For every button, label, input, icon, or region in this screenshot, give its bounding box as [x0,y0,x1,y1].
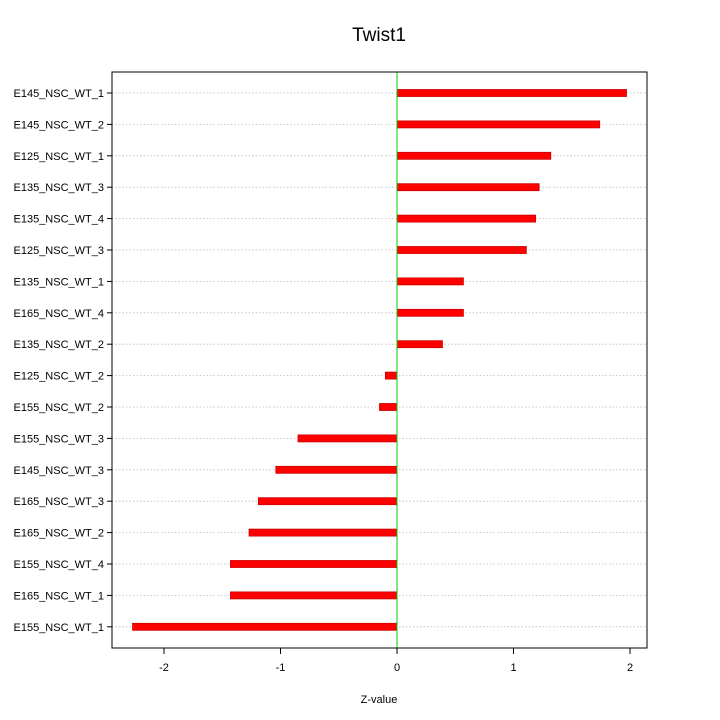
bar [396,246,527,254]
bars [132,89,627,631]
plot-frame [111,71,648,649]
chart-title: Twist1 [352,25,406,46]
x-axis-label: Z-value [361,694,398,706]
bar [396,308,464,317]
y-tick-label: E155_NSC_WT_3 [14,433,105,445]
y-tick-label: E125_NSC_WT_1 [14,151,105,163]
x-tick-label: -1 [276,662,286,674]
y-tick-label: E165_NSC_WT_3 [14,496,105,508]
x-tick-label: 1 [510,662,516,674]
bar [230,591,398,600]
bar [396,151,552,160]
bar [396,89,627,97]
bar [230,560,398,568]
bar [257,497,398,506]
y-tick-label: E135_NSC_WT_1 [14,276,105,288]
x-tick-label: 2 [627,662,633,674]
y-tick-label: E135_NSC_WT_2 [14,339,105,351]
y-tick-label: E125_NSC_WT_2 [14,371,105,383]
y-tick-label: E165_NSC_WT_2 [14,528,105,540]
bar [396,120,601,129]
y-tick-labels: E145_NSC_WT_1 E145_NSC_WT_2 E125_NSC_WT_1 E… [14,88,112,634]
bar [132,622,398,631]
bar [396,214,537,223]
y-tick-label: E165_NSC_WT_1 [14,590,105,602]
y-tick-label: E155_NSC_WT_2 [14,402,105,414]
y-tick-label: E155_NSC_WT_1 [14,622,105,634]
y-tick-label: E145_NSC_WT_3 [14,465,105,477]
bar [297,434,398,443]
bar [275,465,398,474]
x-tick-label: 0 [394,662,400,674]
y-tick-label: E145_NSC_WT_2 [14,119,105,131]
x-tick-label: -2 [159,662,169,674]
grid-lines [112,92,647,628]
bar [396,183,540,192]
bar [396,277,464,286]
y-tick-label: E125_NSC_WT_3 [14,245,105,257]
x-axis: -2 -1 0 1 2 [159,648,633,674]
y-tick-label: E145_NSC_WT_1 [14,88,105,100]
y-tick-label: E165_NSC_WT_4 [14,308,105,320]
bar [248,528,398,537]
bar [396,340,443,349]
bar [384,371,398,380]
y-tick-label: E135_NSC_WT_3 [14,182,105,194]
y-tick-label: E135_NSC_WT_4 [14,214,105,226]
bar [379,403,398,411]
y-tick-label: E155_NSC_WT_4 [14,559,105,571]
